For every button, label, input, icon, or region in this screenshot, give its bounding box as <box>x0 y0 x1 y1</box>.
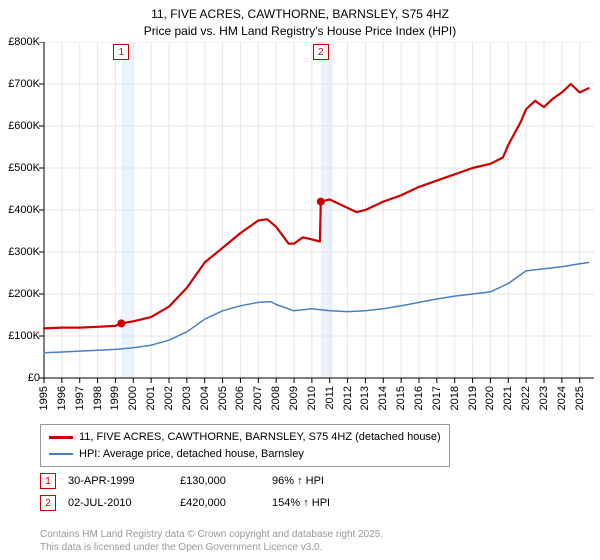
x-tick-label: 2011 <box>324 386 336 410</box>
legend: 11, FIVE ACRES, CAWTHORNE, BARNSLEY, S75… <box>40 424 450 467</box>
x-tick-label: 2006 <box>234 386 246 410</box>
y-tick-label: £500K <box>8 162 40 174</box>
title-line2: Price paid vs. HM Land Registry's House … <box>0 23 600 40</box>
chart-annotation-marker: 2 <box>313 44 329 60</box>
y-tick-label: £200K <box>8 288 40 300</box>
x-tick-label: 1995 <box>38 386 50 410</box>
y-tick-label: £100K <box>8 330 40 342</box>
x-tick-label: 2024 <box>556 386 568 410</box>
x-tick-label: 2008 <box>270 386 282 410</box>
x-tick-label: 1998 <box>92 386 104 410</box>
x-tick-label: 2005 <box>217 386 229 410</box>
annotation-price: £420,000 <box>180 497 260 509</box>
x-tick-label: 2017 <box>431 386 443 410</box>
x-tick-label: 2016 <box>413 386 425 410</box>
x-tick-label: 2002 <box>163 386 175 410</box>
chart-svg <box>0 42 600 414</box>
y-tick-label: £0 <box>28 372 40 384</box>
x-tick-label: 2021 <box>502 386 514 410</box>
annotation-marker: 2 <box>40 495 56 511</box>
title-line1: 11, FIVE ACRES, CAWTHORNE, BARNSLEY, S75… <box>0 6 600 23</box>
footer: Contains HM Land Registry data © Crown c… <box>40 528 383 554</box>
legend-swatch-blue <box>49 453 73 455</box>
x-tick-label: 1999 <box>109 386 121 410</box>
legend-label: HPI: Average price, detached house, Barn… <box>79 446 304 463</box>
x-tick-label: 2010 <box>306 386 318 410</box>
annotation-date: 02-JUL-2010 <box>68 497 168 509</box>
x-tick-label: 2015 <box>395 386 407 410</box>
annotation-hpi: 96% ↑ HPI <box>272 475 352 487</box>
footer-line1: Contains HM Land Registry data © Crown c… <box>40 528 383 541</box>
footer-line2: This data is licensed under the Open Gov… <box>40 541 383 554</box>
y-tick-label: £600K <box>8 120 40 132</box>
legend-swatch-red <box>49 436 73 439</box>
annotation-row: 1 30-APR-1999 £130,000 96% ↑ HPI <box>40 470 352 492</box>
x-tick-label: 1996 <box>56 386 68 410</box>
title-block: 11, FIVE ACRES, CAWTHORNE, BARNSLEY, S75… <box>0 0 600 40</box>
x-tick-label: 2023 <box>538 386 550 410</box>
x-tick-label: 2013 <box>359 386 371 410</box>
legend-label: 11, FIVE ACRES, CAWTHORNE, BARNSLEY, S75… <box>79 429 441 446</box>
x-tick-label: 2004 <box>199 386 211 410</box>
annotation-table: 1 30-APR-1999 £130,000 96% ↑ HPI 2 02-JU… <box>40 470 352 514</box>
x-tick-label: 2022 <box>520 386 532 410</box>
x-tick-label: 2019 <box>467 386 479 410</box>
y-tick-label: £400K <box>8 204 40 216</box>
legend-item: HPI: Average price, detached house, Barn… <box>49 446 441 463</box>
x-tick-label: 2003 <box>181 386 193 410</box>
chart-area: £0£100K£200K£300K£400K£500K£600K£700K£80… <box>0 42 600 414</box>
x-tick-label: 2020 <box>484 386 496 410</box>
y-tick-label: £800K <box>8 36 40 48</box>
chart-container: 11, FIVE ACRES, CAWTHORNE, BARNSLEY, S75… <box>0 0 600 560</box>
x-tick-label: 2009 <box>288 386 300 410</box>
annotation-marker: 1 <box>40 473 56 489</box>
legend-item: 11, FIVE ACRES, CAWTHORNE, BARNSLEY, S75… <box>49 429 441 446</box>
annotation-hpi: 154% ↑ HPI <box>272 497 352 509</box>
y-tick-label: £300K <box>8 246 40 258</box>
x-tick-label: 2001 <box>145 386 157 410</box>
y-tick-label: £700K <box>8 78 40 90</box>
x-tick-label: 2018 <box>449 386 461 410</box>
chart-annotation-marker: 1 <box>113 44 129 60</box>
x-tick-label: 2014 <box>377 386 389 410</box>
x-tick-label: 2000 <box>127 386 139 410</box>
annotation-row: 2 02-JUL-2010 £420,000 154% ↑ HPI <box>40 492 352 514</box>
x-tick-label: 1997 <box>74 386 86 410</box>
annotation-price: £130,000 <box>180 475 260 487</box>
x-tick-label: 2025 <box>574 386 586 410</box>
x-tick-label: 2007 <box>252 386 264 410</box>
x-tick-label: 2012 <box>342 386 354 410</box>
annotation-date: 30-APR-1999 <box>68 475 168 487</box>
